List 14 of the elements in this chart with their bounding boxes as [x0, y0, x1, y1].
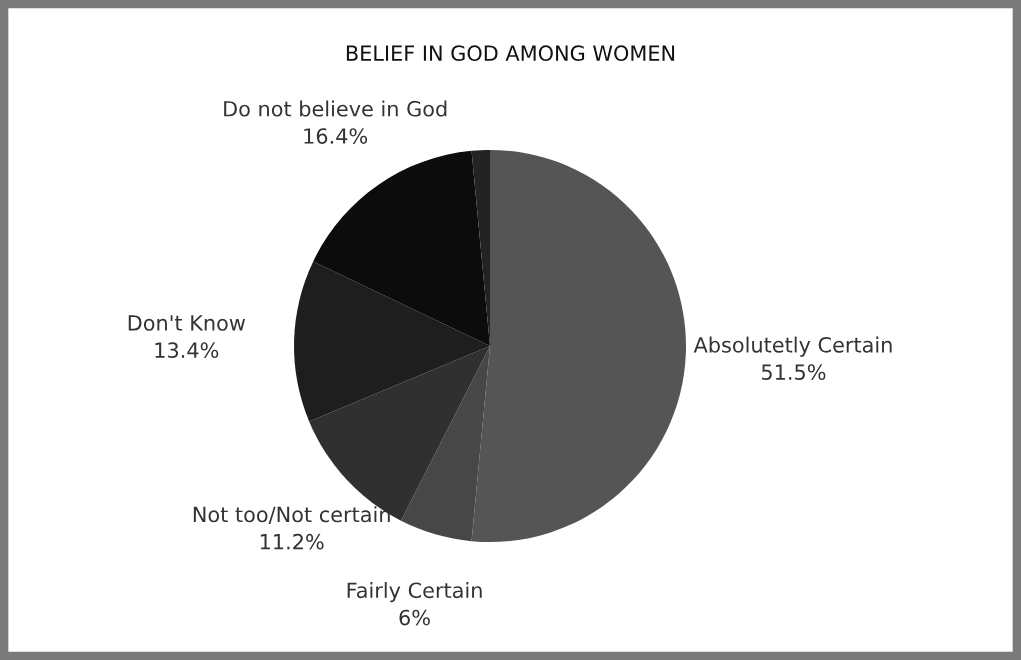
data-label: 16.4% [304, 128, 368, 144]
pie-slice [401, 346, 490, 542]
pie-slice [294, 261, 490, 422]
slice-label: Fairly Certain [347, 582, 482, 603]
data-label: 6% [399, 609, 430, 626]
slice-label: Do not believe in God [224, 100, 447, 117]
chart-title: BELIEF IN GOD AMONG WOMEN [346, 45, 675, 62]
slice-label: Absolutetly Certain [693, 336, 892, 357]
pie-slice [313, 150, 490, 346]
slice-label: Don't Know [128, 315, 245, 331]
data-label: 11.2% [260, 533, 324, 550]
data-label: 51.5% [761, 364, 826, 380]
data-label: 13.4% [155, 342, 219, 359]
pie-slice [471, 150, 686, 542]
